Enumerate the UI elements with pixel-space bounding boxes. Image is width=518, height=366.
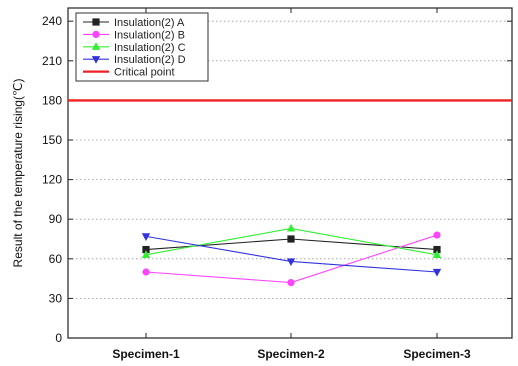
data-point [433,245,441,254]
y-axis-title: Result of the temperature rising(℃) [11,79,25,268]
data-point [141,233,151,241]
data-point [142,245,150,254]
legend-item: Insulation(2) C [83,42,186,54]
y-tick-label: 0 [55,331,62,345]
series-4 [141,233,442,277]
data-point [287,235,295,243]
x-tick-label: Specimen-1 [112,347,180,361]
y-tick-label: 150 [42,133,62,147]
y-tick-label: 60 [49,252,63,266]
legend-swatch-marker [92,18,100,26]
data-point [432,250,442,258]
series-2 [142,231,441,287]
legend-label: Insulation(2) A [114,17,185,29]
x-tick-label: Specimen-2 [257,347,325,361]
legend-label: Insulation(2) B [114,29,185,41]
data-point [432,268,442,277]
y-tick-label: 240 [42,14,62,28]
legend-label: Insulation(2) D [114,54,186,66]
legend-item: Insulation(2) D [83,54,186,66]
data-point [141,250,151,258]
y-tick-label: 120 [42,173,62,187]
legend-swatch-marker [91,42,101,50]
legend-item: Insulation(2) A [83,17,185,29]
legend-item: Insulation(2) B [83,29,185,41]
data-point [287,278,295,287]
legend-item: Critical point [83,67,175,79]
data-point [142,268,150,276]
legend-swatch-marker [91,56,101,64]
data-point [433,231,441,239]
x-tick-label: Specimen-3 [403,347,471,361]
y-tick-label: 210 [42,54,62,68]
data-point [286,223,296,232]
series [141,223,442,287]
series-3 [141,223,442,258]
y-tick-label: 180 [42,93,62,107]
axes: 0 30 60 90 120 150 180 210 240 Specimen-1 Specimen… [42,8,512,361]
y-tick-label: 30 [49,291,63,305]
legend-label: Critical point [114,67,175,79]
data-point [286,258,296,267]
legend-swatch-marker [92,30,100,38]
y-tick-label: 90 [49,212,63,226]
legend-label: Insulation(2) C [114,42,186,54]
